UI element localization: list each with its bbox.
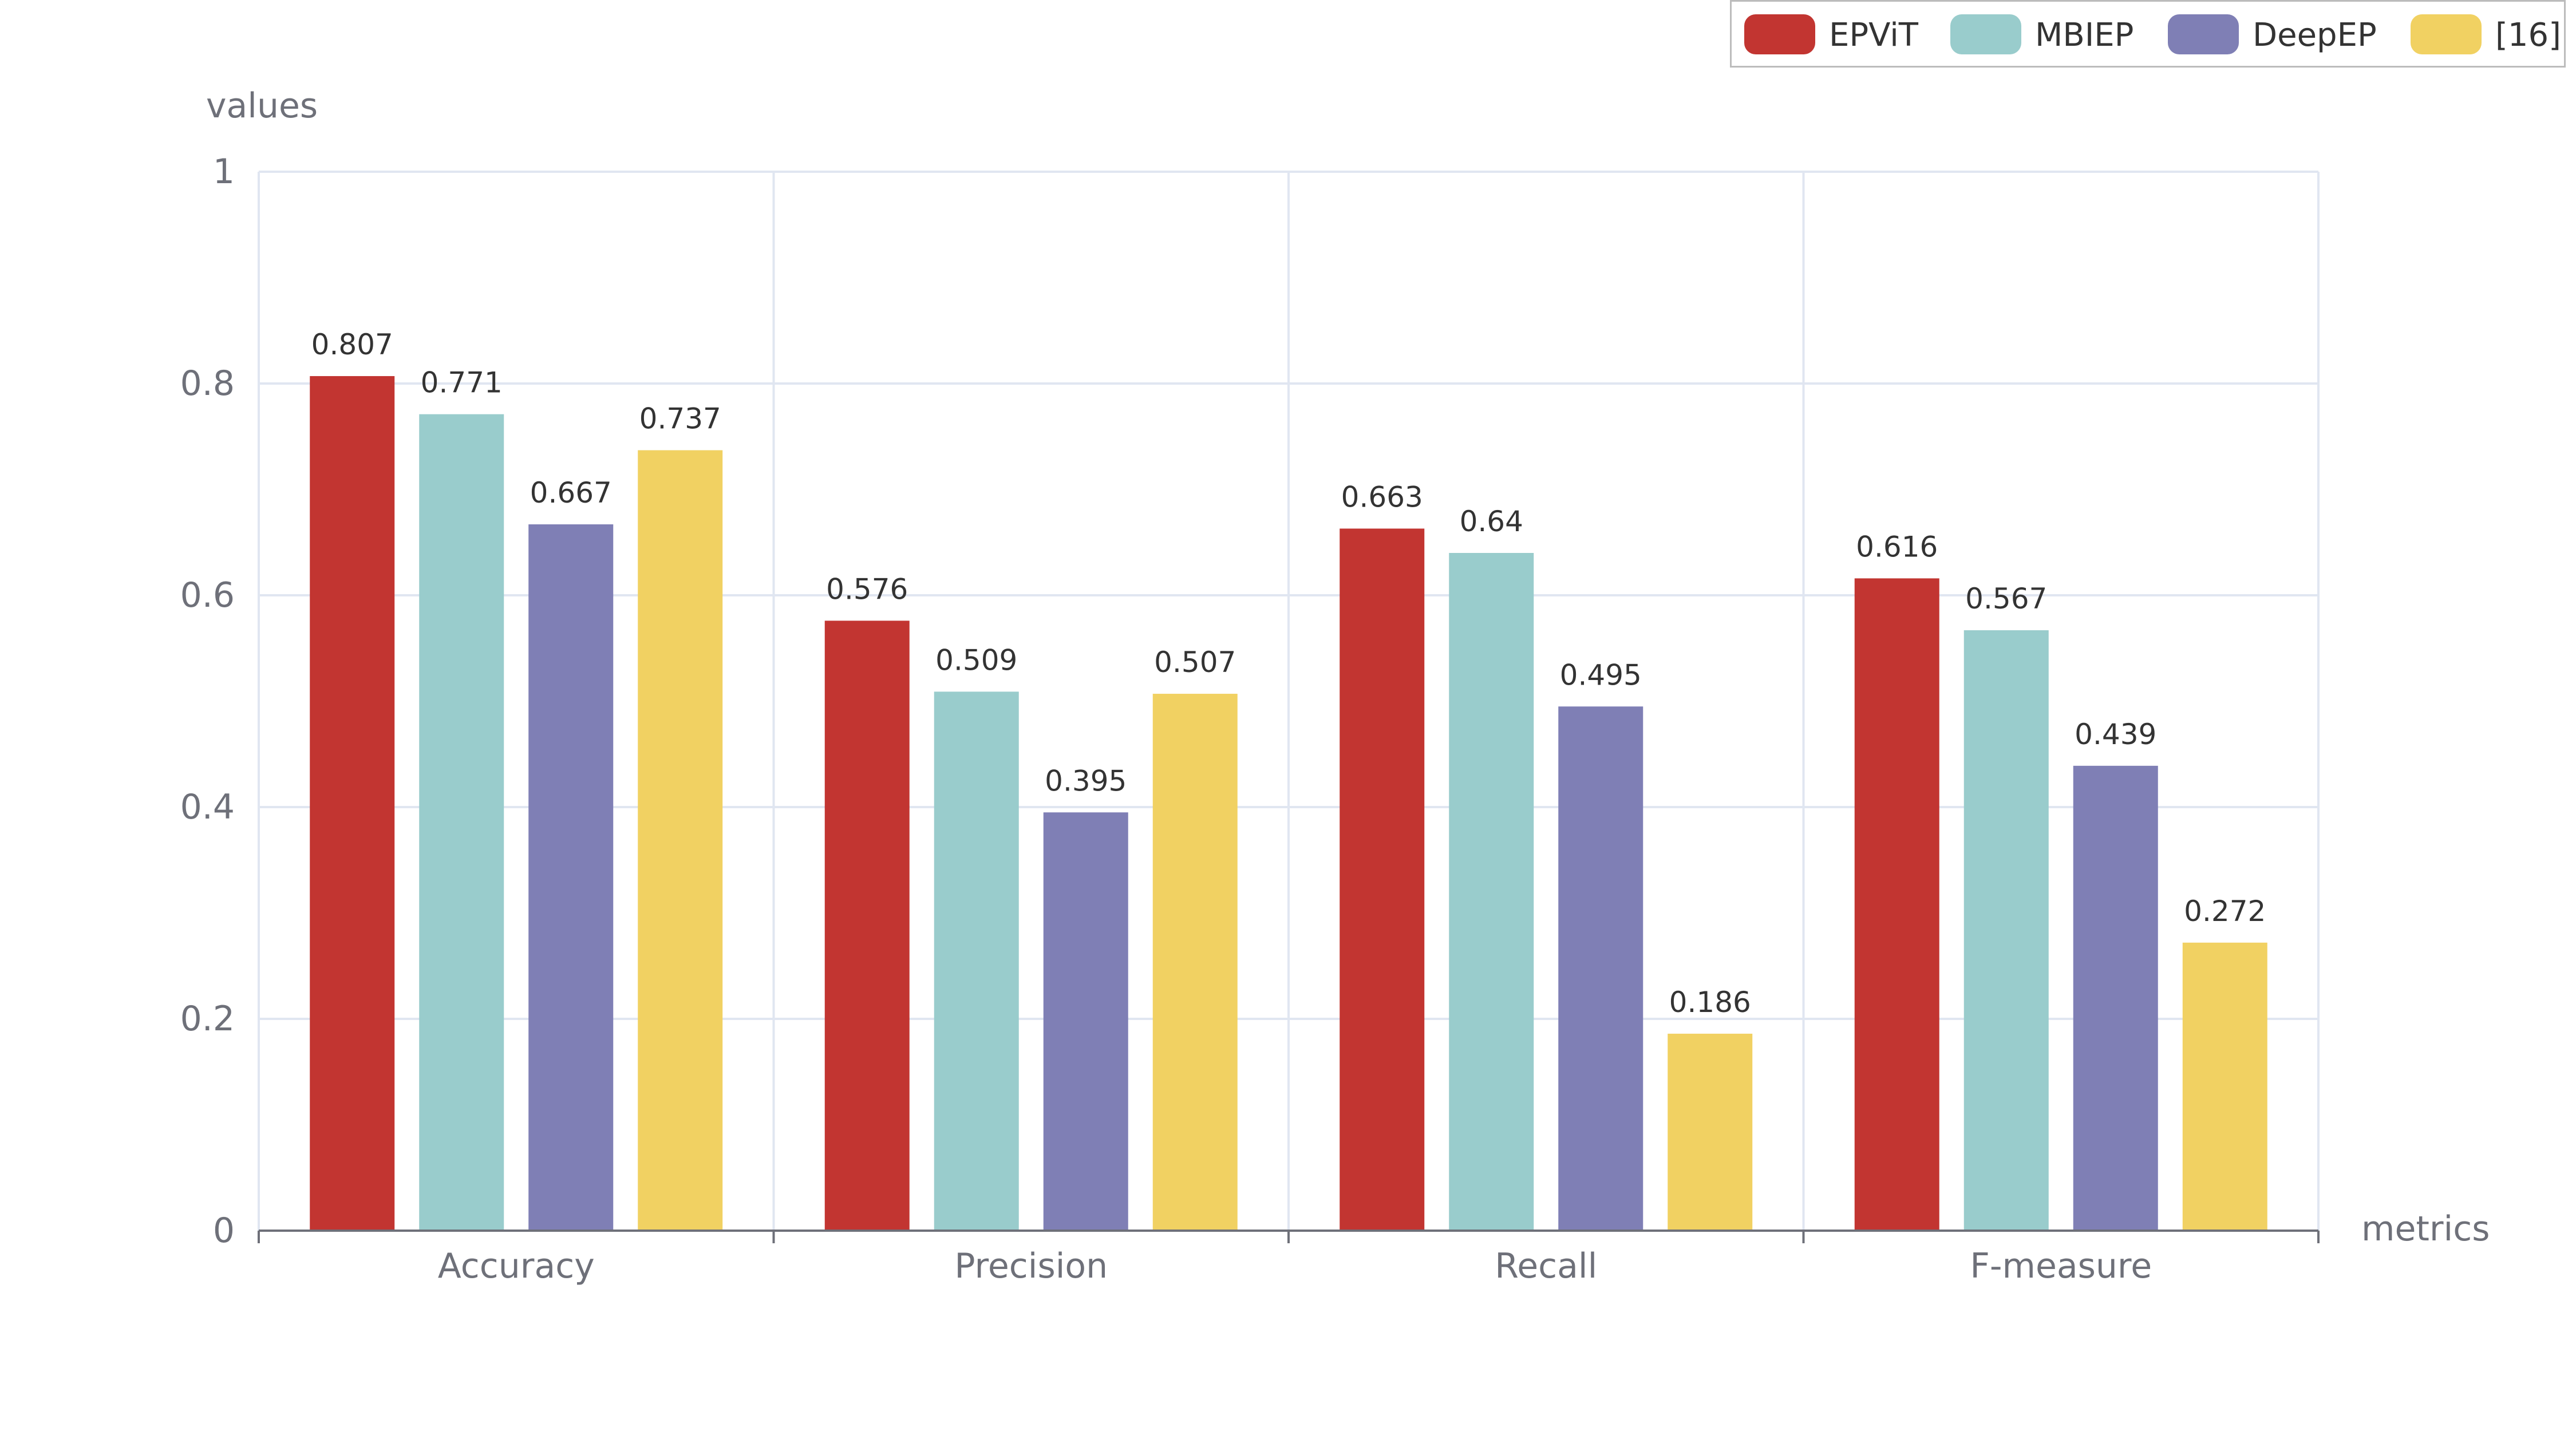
data-labels: 0.807 0.771 0.667 0.737 0.576 0.509 0.395 0.507…	[311, 328, 2266, 1019]
data-label: 0.64	[1460, 505, 1523, 538]
y-tick-label: 0.2	[180, 999, 235, 1039]
legend-swatch	[2168, 14, 2239, 54]
bar	[1668, 1033, 1753, 1231]
bar	[638, 450, 723, 1231]
y-tick-label: 0.6	[180, 575, 235, 615]
bars	[310, 376, 2267, 1231]
data-label: 0.509	[935, 643, 1017, 677]
data-label: 0.567	[1965, 582, 2047, 615]
legend-label: DeepEP	[2253, 17, 2377, 54]
y-axis-title: values	[206, 86, 318, 126]
data-label: 0.667	[530, 476, 612, 509]
legend-label: [16]	[2495, 17, 2561, 54]
y-tick-label: 0	[213, 1211, 235, 1251]
data-label: 0.737	[639, 402, 721, 436]
x-tick-label: F-measure	[1970, 1246, 2152, 1286]
x-tick-label: Recall	[1495, 1246, 1597, 1286]
legend-swatch	[2411, 14, 2482, 54]
data-label: 0.807	[311, 328, 393, 361]
data-label: 0.663	[1341, 480, 1423, 513]
data-label: 0.507	[1154, 646, 1236, 679]
legend-swatch	[1744, 14, 1815, 54]
bar	[1340, 528, 1425, 1231]
legend-label: MBIEP	[2035, 17, 2134, 54]
y-tick-label: 0.8	[180, 363, 235, 404]
bar	[824, 620, 910, 1231]
bar	[528, 524, 614, 1231]
bar	[934, 691, 1019, 1231]
legend-swatch	[1950, 14, 2021, 54]
data-label: 0.395	[1045, 764, 1127, 797]
y-tick-label: 0.4	[180, 787, 235, 827]
data-label: 0.771	[421, 366, 503, 400]
data-label: 0.439	[2075, 718, 2156, 751]
legend: EPViT MBIEP DeepEP [16]	[1730, 0, 2566, 68]
bar	[2073, 765, 2158, 1231]
data-label: 0.616	[1856, 530, 1938, 563]
data-label: 0.576	[826, 572, 908, 606]
bar	[310, 376, 395, 1231]
bar	[1043, 812, 1128, 1231]
data-label: 0.272	[2184, 895, 2266, 928]
bar	[1558, 706, 1643, 1231]
bar	[419, 414, 504, 1231]
bar	[1963, 630, 2049, 1231]
x-tick-label: Precision	[954, 1246, 1108, 1286]
bar	[1449, 553, 1534, 1231]
x-tick-label: Accuracy	[438, 1246, 595, 1286]
x-axis-title: metrics	[2361, 1209, 2490, 1249]
data-label: 0.186	[1669, 986, 1751, 1019]
legend-label: EPViT	[1829, 17, 1918, 54]
bar	[2182, 942, 2267, 1231]
data-label: 0.495	[1560, 658, 1642, 691]
bar	[1152, 694, 1238, 1231]
bar	[1854, 578, 1939, 1231]
axes: 0 0.2 0.4 0.6 0.8 1 Accuracy Precision Recall F-m…	[180, 152, 2320, 1286]
y-tick-label: 1	[213, 152, 235, 192]
